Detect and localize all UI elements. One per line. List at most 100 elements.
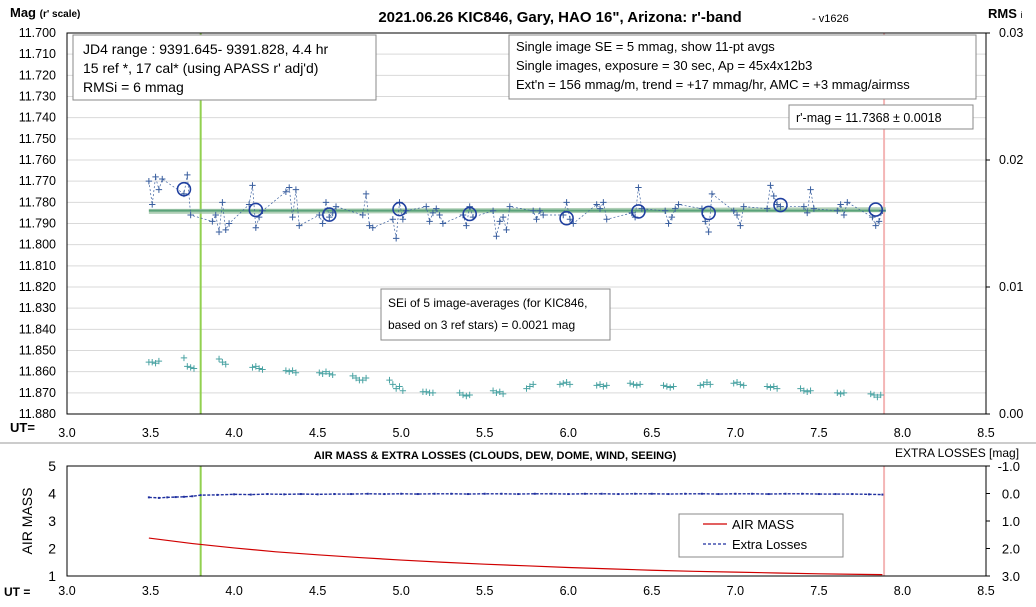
x-tick-label: 8.5 bbox=[977, 426, 994, 440]
y-tick-label: 11.730 bbox=[19, 90, 56, 104]
bottom-data-series bbox=[147, 492, 884, 576]
single-image-point bbox=[767, 182, 774, 189]
average-point bbox=[176, 181, 192, 197]
single-image-point bbox=[209, 218, 216, 225]
extra-losses-point bbox=[650, 492, 653, 495]
single-image-point bbox=[740, 203, 747, 210]
bottom-y-tick-label: 2 bbox=[48, 541, 56, 557]
rms-point bbox=[703, 379, 711, 386]
rms-point bbox=[255, 365, 263, 372]
single-image-point bbox=[155, 186, 163, 193]
single-image-point bbox=[708, 190, 716, 198]
single-image-point bbox=[661, 207, 669, 214]
y2-tick-label: 0.03 bbox=[999, 26, 1023, 40]
rms-point bbox=[392, 385, 400, 392]
y-tick-label: 11.840 bbox=[19, 322, 56, 336]
bottom-x-tick-label: 5.0 bbox=[392, 584, 409, 598]
rms-point bbox=[219, 358, 226, 366]
single-image-point bbox=[225, 220, 233, 227]
single-image-point bbox=[466, 203, 473, 210]
single-image-point bbox=[536, 207, 544, 214]
rms-point bbox=[874, 393, 881, 401]
extra-losses-point bbox=[467, 493, 470, 496]
extra-losses-point bbox=[583, 492, 586, 495]
extra-losses-line bbox=[148, 493, 883, 499]
rms-point bbox=[804, 388, 811, 395]
single-image-point bbox=[439, 220, 447, 227]
rms-point bbox=[152, 360, 159, 367]
rms-point bbox=[737, 381, 744, 388]
extra-losses-point bbox=[784, 492, 787, 495]
single-image-point bbox=[149, 201, 156, 208]
y-tick-label: 11.870 bbox=[19, 386, 56, 400]
extra-losses-point bbox=[617, 493, 620, 496]
extra-losses-point bbox=[416, 493, 419, 496]
chart-title: 2021.06.26 KIC846, Gary, HAO 16", Arizon… bbox=[378, 9, 741, 26]
rms-point bbox=[187, 364, 194, 371]
single-image-point bbox=[844, 199, 851, 206]
single-image-point bbox=[426, 218, 433, 225]
single-image-point bbox=[840, 211, 848, 219]
rms-point bbox=[596, 381, 604, 388]
rms-point bbox=[593, 382, 600, 389]
extra-losses-point bbox=[550, 492, 553, 495]
rms-point bbox=[733, 379, 741, 386]
result-label: r'-mag = 11.7368 ± 0.0018 bbox=[796, 111, 942, 125]
bottom-y-tick-label: 1 bbox=[48, 568, 56, 584]
average-point bbox=[248, 202, 264, 218]
info-right-line-2: Single images, exposure = 30 sec, Ap = 4… bbox=[516, 58, 812, 73]
extra-losses-point bbox=[767, 493, 770, 496]
single-image-point bbox=[433, 205, 440, 212]
extra-losses-point bbox=[216, 493, 219, 496]
single-image-point bbox=[668, 213, 676, 221]
average-point bbox=[559, 210, 574, 226]
extra-losses-point bbox=[299, 493, 302, 496]
single-image-point bbox=[366, 222, 373, 229]
single-image-point bbox=[215, 228, 223, 236]
single-image-point bbox=[837, 201, 844, 208]
rms-point bbox=[292, 369, 300, 376]
rms-point bbox=[319, 370, 326, 377]
bottom-y-tick-labels: 1 2 3 4 5 bbox=[48, 458, 56, 584]
rms-point bbox=[362, 374, 370, 382]
rms-point bbox=[222, 361, 229, 368]
rms-point bbox=[286, 368, 293, 375]
bottom-x-tick-label: 7.5 bbox=[810, 584, 827, 598]
extra-losses-point bbox=[834, 493, 837, 496]
rms-point bbox=[700, 381, 707, 388]
single-image-point bbox=[810, 205, 818, 212]
x-axis-title: UT= bbox=[10, 420, 35, 435]
single-image-point bbox=[499, 213, 507, 221]
rms-point bbox=[386, 376, 393, 384]
single-image-point bbox=[399, 216, 407, 223]
bottom-x-axis-title: UT = bbox=[4, 585, 30, 599]
extra-losses-point bbox=[483, 492, 486, 495]
extra-losses-point bbox=[751, 492, 754, 495]
average-point bbox=[773, 197, 788, 213]
rms-point bbox=[180, 354, 188, 362]
rms-point bbox=[767, 384, 774, 391]
bottom-y2-tick-label: 0.0 bbox=[1002, 487, 1020, 502]
rms-point bbox=[184, 363, 191, 370]
bottom-plot-frame bbox=[66, 465, 987, 577]
bottom-x-tick-label: 6.5 bbox=[643, 584, 660, 598]
x-tick-label: 7.5 bbox=[810, 426, 827, 440]
y2-axis-title: RMS i bbox=[988, 6, 1023, 21]
single-image-point bbox=[763, 205, 771, 212]
legend-frame bbox=[678, 513, 844, 558]
extra-losses-point bbox=[868, 493, 871, 496]
rms-point bbox=[523, 385, 530, 392]
single-image-point bbox=[423, 203, 430, 210]
single-image-point bbox=[436, 211, 443, 219]
info-box-left: JD4 range : 9391.645- 9391.828, 4.4 hr 1… bbox=[72, 34, 377, 101]
single-image-point bbox=[773, 201, 781, 208]
y-tick-label: 11.820 bbox=[19, 280, 56, 294]
bottom-chart-title: AIR MASS & EXTRA LOSSES (CLOUDS, DEW, DO… bbox=[314, 450, 677, 462]
info-right-line-3: Ext'n = 156 mmag/m, trend = +17 mmag/hr,… bbox=[516, 77, 910, 92]
light-curve-chart: 2021.06.26 KIC846, Gary, HAO 16", Arizon… bbox=[10, 5, 1023, 440]
single-image-point bbox=[296, 222, 303, 229]
x-tick-label: 4.0 bbox=[225, 426, 242, 440]
result-box: r'-mag = 11.7368 ± 0.0018 bbox=[788, 104, 974, 130]
single-image-point bbox=[429, 209, 437, 217]
rms-point bbox=[359, 376, 366, 384]
